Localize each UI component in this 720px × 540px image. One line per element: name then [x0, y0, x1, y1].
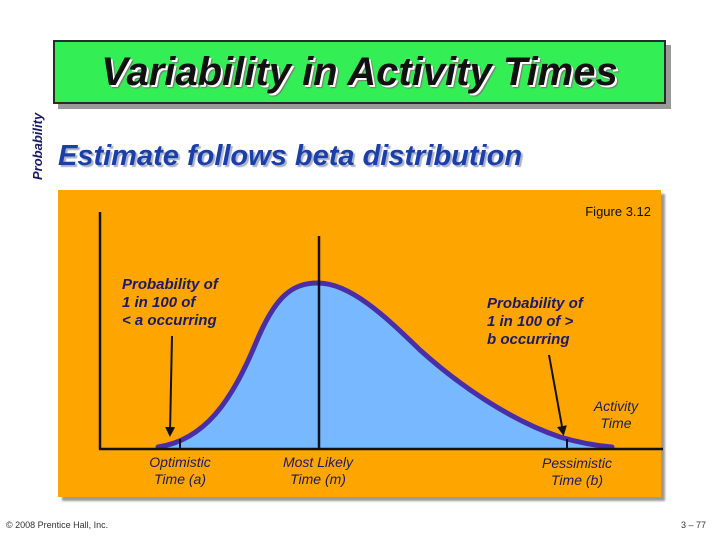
arrow-to-a	[165, 335, 176, 437]
activity-time-label: Activity Time	[593, 398, 639, 431]
figure-label: Figure 3.12	[585, 204, 651, 219]
title-banner: Variability in Activity Times	[53, 40, 666, 104]
note-left: Probability of 1 in 100 of < a occurring	[122, 276, 218, 329]
distribution-curve	[155, 280, 615, 450]
slide-subtitle: Estimate follows beta distribution	[58, 140, 523, 172]
note-right: Probability of 1 in 100 of > b occurring	[487, 295, 583, 348]
arrow-to-b	[548, 354, 567, 436]
distribution-area	[158, 283, 612, 447]
most-likely-label: Most Likely Time (m)	[282, 454, 354, 487]
optimistic-label: Optimistic Time (a)	[149, 454, 211, 487]
pessimistic-label: Pessimistic Time (b)	[541, 455, 612, 488]
y-axis-label: Probability	[30, 112, 45, 180]
slide-title: Variability in Activity Times	[101, 49, 618, 94]
page-number: 3 – 77	[680, 520, 706, 530]
copyright-footer: © 2008 Prentice Hall, Inc.	[6, 520, 109, 530]
